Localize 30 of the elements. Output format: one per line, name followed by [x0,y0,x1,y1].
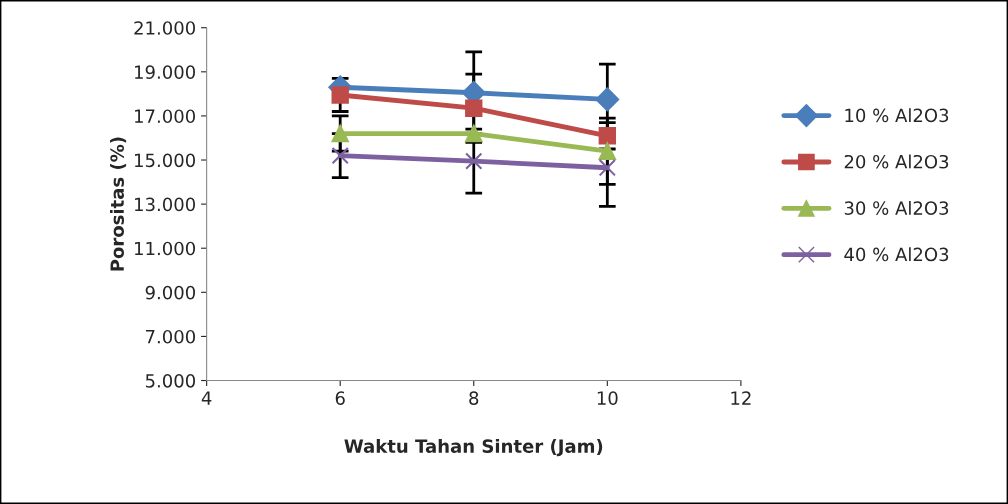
point [465,124,483,143]
y-axis-title: Porositas (%) [110,137,127,271]
x-tick-label: 4 [201,391,212,405]
point [598,159,616,177]
x-tick-label: 10 [597,391,618,405]
y-tick-label: 19.000 [135,65,196,79]
legend-label: 20 % Al2O3 [844,154,949,169]
point [598,142,616,160]
y-tick-label: 7.000 [146,329,196,344]
point [331,124,349,143]
legend-label: 40 % Al2O3 [844,247,949,262]
y-tick-label: 5.000 [145,373,196,388]
point [595,87,620,112]
y-tick-label: 21.000 [134,21,196,35]
point [331,146,349,165]
point [598,127,616,145]
y-tick-label: 13.000 [135,197,196,212]
x-axis-title: Waktu Tahan Sinter (Jam) [344,438,603,457]
x-tick-label: 6 [335,391,345,405]
y-tick-label: 17.000 [135,109,196,124]
y-tick-label: 15.000 [135,153,196,168]
y-tick-label: 11.000 [135,241,196,256]
point [465,152,483,170]
x-tick-label: 8 [469,391,479,405]
point [465,99,483,117]
x-tick-label: 12 [731,391,751,405]
legend-label: 10 % Al2O3 [845,108,949,123]
legend-label: 30 % Al2O3 [844,200,949,215]
y-tick-label: 9.000 [145,285,196,300]
point [331,86,349,104]
